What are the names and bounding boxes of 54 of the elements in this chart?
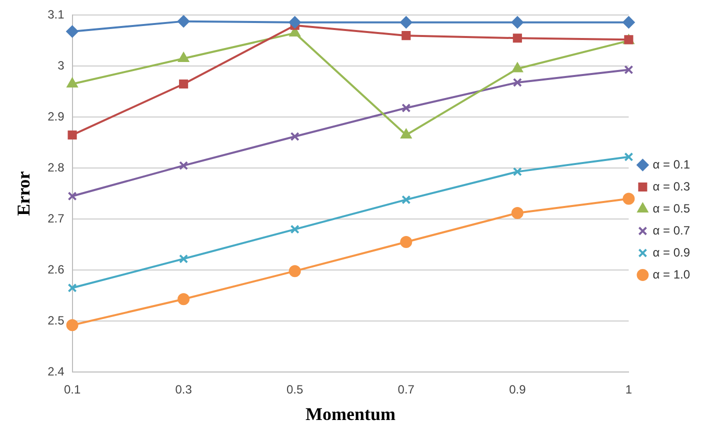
point <box>178 15 190 28</box>
point <box>400 16 412 28</box>
legend-label: α = 0.3 <box>652 179 690 194</box>
point <box>624 152 634 162</box>
point <box>511 206 524 219</box>
legend-label: α = 0.1 <box>652 157 690 172</box>
y-tick-label: 2.6 <box>48 262 65 276</box>
point <box>66 78 78 88</box>
x-tick-label: 0.7 <box>398 382 415 397</box>
point <box>179 161 188 170</box>
point <box>66 319 78 332</box>
x-tick-label: 0.5 <box>286 382 304 397</box>
point <box>288 16 301 28</box>
y-tick-label: 2.9 <box>48 109 65 124</box>
y-tick-label: 2.5 <box>48 313 65 328</box>
legend-label: α = 1.0 <box>652 267 690 282</box>
x-tick-label: 0.1 <box>64 382 81 397</box>
point <box>512 167 522 176</box>
x-tick-label: 1 <box>625 382 632 397</box>
y-axis-title: Error <box>13 171 34 216</box>
point <box>624 65 634 74</box>
y-tick-label: 3 <box>58 58 65 72</box>
y-tick-label: 3.1 <box>48 8 65 22</box>
point <box>68 283 77 292</box>
point <box>402 195 411 204</box>
point <box>622 192 635 205</box>
point <box>179 254 188 264</box>
point <box>511 16 524 28</box>
y-tick-label: 2.7 <box>48 211 65 226</box>
point <box>400 128 412 138</box>
point <box>68 192 77 201</box>
point <box>288 265 301 278</box>
point <box>179 79 188 89</box>
point <box>290 224 300 234</box>
point <box>178 52 189 62</box>
point <box>400 236 412 248</box>
x-tick-label: 0.3 <box>175 382 192 397</box>
point <box>290 132 300 142</box>
point <box>512 78 522 88</box>
point <box>68 130 77 140</box>
point <box>512 34 522 43</box>
x-tick-label: 0.9 <box>509 382 526 397</box>
y-tick-label: 2.4 <box>48 364 65 378</box>
point <box>512 62 523 72</box>
legend-label: α = 0.7 <box>652 223 690 238</box>
point <box>178 293 190 306</box>
point <box>402 31 411 40</box>
point <box>622 16 635 28</box>
legend-label: α = 0.9 <box>652 245 690 260</box>
point <box>402 103 411 113</box>
x-axis-title: Momentum <box>306 404 396 424</box>
point <box>66 26 78 38</box>
legend-label: α = 0.5 <box>652 201 690 216</box>
y-tick-label: 2.8 <box>48 160 65 174</box>
